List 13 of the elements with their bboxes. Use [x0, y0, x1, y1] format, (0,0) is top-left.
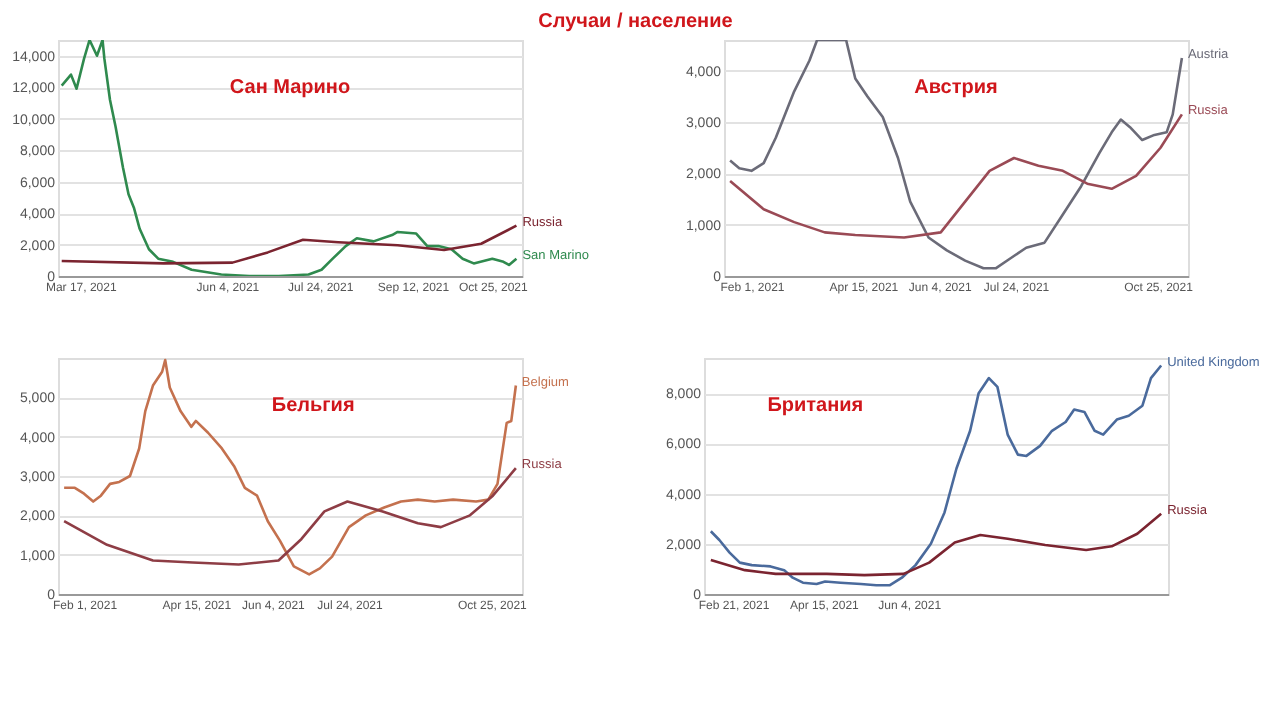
line-series — [728, 113, 1184, 239]
text: Бельгия — [271, 395, 355, 418]
line-series — [709, 512, 1163, 577]
text: Сан Марино — [229, 77, 351, 100]
line-series — [728, 40, 1184, 270]
text: Британия — [767, 395, 864, 418]
line-series — [60, 40, 518, 276]
text: Случаи / население — [538, 11, 734, 33]
line-series — [709, 364, 1163, 587]
line-series — [62, 466, 518, 566]
line-series — [62, 358, 518, 576]
text: Австрия — [914, 77, 998, 100]
line-series — [60, 224, 518, 265]
